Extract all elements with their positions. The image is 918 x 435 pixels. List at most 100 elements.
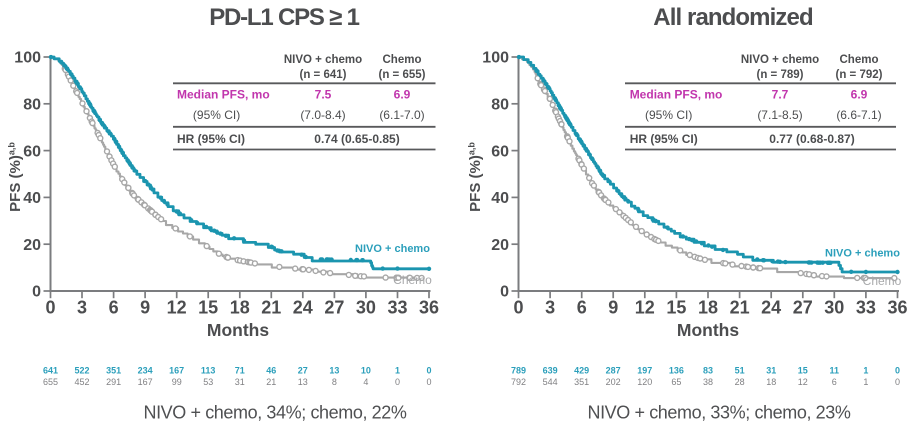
svg-text:PFS (%)a,b: PFS (%)a,b xyxy=(7,142,25,212)
svg-text:40: 40 xyxy=(491,190,509,207)
svg-text:7.7: 7.7 xyxy=(772,88,789,102)
svg-text:27: 27 xyxy=(298,366,308,376)
svg-text:0: 0 xyxy=(395,377,400,387)
svg-text:Chemo: Chemo xyxy=(383,54,422,66)
svg-text:21: 21 xyxy=(266,377,276,387)
svg-text:24: 24 xyxy=(761,298,781,318)
svg-text:51: 51 xyxy=(735,366,745,376)
svg-text:6: 6 xyxy=(577,298,587,318)
svg-text:NIVO + chemo, 33%; chemo, 23%: NIVO + chemo, 33%; chemo, 23% xyxy=(587,403,850,423)
svg-text:(6.1-7.0): (6.1-7.0) xyxy=(379,108,424,122)
svg-text:6: 6 xyxy=(109,298,119,318)
svg-text:522: 522 xyxy=(74,366,89,376)
svg-text:Chemo: Chemo xyxy=(393,273,432,287)
svg-text:21: 21 xyxy=(730,298,750,318)
svg-text:(95% CI): (95% CI) xyxy=(193,108,240,122)
svg-text:0: 0 xyxy=(895,377,900,387)
svg-text:80: 80 xyxy=(491,97,509,114)
svg-text:15: 15 xyxy=(198,298,218,318)
svg-text:1: 1 xyxy=(395,366,400,376)
svg-text:PFS (%)a,b: PFS (%)a,b xyxy=(467,142,485,212)
svg-text:(n = 789): (n = 789) xyxy=(757,69,804,81)
svg-text:0: 0 xyxy=(426,377,431,387)
svg-text:20: 20 xyxy=(23,237,41,254)
svg-text:NIVO + chemo: NIVO + chemo xyxy=(284,54,362,66)
svg-text:6: 6 xyxy=(832,377,837,387)
svg-text:6.9: 6.9 xyxy=(851,88,868,102)
svg-text:0: 0 xyxy=(426,366,431,376)
svg-text:9: 9 xyxy=(608,298,618,318)
svg-text:0: 0 xyxy=(513,298,523,318)
svg-text:639: 639 xyxy=(543,366,558,376)
svg-text:197: 197 xyxy=(637,366,652,376)
svg-text:Median PFS, mo: Median PFS, mo xyxy=(177,88,270,102)
svg-text:33: 33 xyxy=(387,298,407,318)
svg-text:351: 351 xyxy=(106,366,121,376)
svg-text:18: 18 xyxy=(766,377,776,387)
svg-text:7.5: 7.5 xyxy=(315,88,332,102)
svg-text:789: 789 xyxy=(511,366,526,376)
svg-text:351: 351 xyxy=(574,377,589,387)
svg-text:(n = 655): (n = 655) xyxy=(379,69,426,81)
svg-text:452: 452 xyxy=(74,377,89,387)
svg-text:HR (95% CI): HR (95% CI) xyxy=(630,132,698,146)
svg-text:202: 202 xyxy=(606,377,621,387)
svg-text:24: 24 xyxy=(293,298,313,318)
svg-text:33: 33 xyxy=(856,298,876,318)
svg-text:71: 71 xyxy=(235,366,245,376)
svg-text:3: 3 xyxy=(545,298,555,318)
svg-text:NIVO + chemo: NIVO + chemo xyxy=(741,54,819,66)
svg-text:655: 655 xyxy=(43,377,58,387)
svg-text:All randomized: All randomized xyxy=(653,4,813,31)
svg-text:46: 46 xyxy=(266,366,276,376)
svg-text:167: 167 xyxy=(138,377,153,387)
svg-text:Median PFS, mo: Median PFS, mo xyxy=(630,88,723,102)
svg-text:544: 544 xyxy=(543,377,558,387)
svg-text:Months: Months xyxy=(207,320,269,340)
svg-text:100: 100 xyxy=(14,50,41,67)
svg-text:(7.1-8.5): (7.1-8.5) xyxy=(757,108,802,122)
svg-text:NIVO + chemo: NIVO + chemo xyxy=(825,248,900,260)
svg-text:3: 3 xyxy=(77,298,87,318)
svg-text:1: 1 xyxy=(863,366,868,376)
svg-text:31: 31 xyxy=(766,366,776,376)
svg-text:38: 38 xyxy=(703,377,713,387)
svg-text:15: 15 xyxy=(666,298,686,318)
svg-text:167: 167 xyxy=(169,366,184,376)
svg-text:0: 0 xyxy=(45,298,55,318)
svg-text:(7.0-8.4): (7.0-8.4) xyxy=(300,108,345,122)
svg-text:65: 65 xyxy=(671,377,681,387)
svg-text:1: 1 xyxy=(863,377,868,387)
svg-text:0: 0 xyxy=(500,284,509,301)
svg-text:12: 12 xyxy=(167,298,187,318)
svg-text:30: 30 xyxy=(824,298,844,318)
svg-text:11: 11 xyxy=(830,366,840,376)
svg-text:287: 287 xyxy=(606,366,621,376)
svg-text:NIVO + chemo, 34%; chemo, 22%: NIVO + chemo, 34%; chemo, 22% xyxy=(143,403,406,423)
svg-text:(n = 792): (n = 792) xyxy=(836,69,883,81)
svg-text:83: 83 xyxy=(703,366,713,376)
svg-text:10: 10 xyxy=(361,366,371,376)
svg-text:Chemo: Chemo xyxy=(863,274,902,288)
svg-text:234: 234 xyxy=(138,366,153,376)
svg-text:PD-L1 CPS ≥ 1: PD-L1 CPS ≥ 1 xyxy=(209,4,359,31)
svg-text:18: 18 xyxy=(230,298,250,318)
svg-text:Months: Months xyxy=(677,320,739,340)
svg-text:429: 429 xyxy=(574,366,589,376)
svg-text:60: 60 xyxy=(491,143,509,160)
svg-text:9: 9 xyxy=(140,298,150,318)
svg-text:792: 792 xyxy=(511,377,526,387)
svg-text:15: 15 xyxy=(798,366,808,376)
svg-text:0.74 (0.65-0.85): 0.74 (0.65-0.85) xyxy=(314,132,399,146)
svg-text:113: 113 xyxy=(201,366,216,376)
svg-text:27: 27 xyxy=(324,298,344,318)
svg-text:(95% CI): (95% CI) xyxy=(645,108,692,122)
svg-text:0: 0 xyxy=(32,284,41,301)
svg-text:53: 53 xyxy=(203,377,213,387)
svg-text:36: 36 xyxy=(419,298,439,318)
svg-text:641: 641 xyxy=(43,366,58,376)
svg-text:31: 31 xyxy=(235,377,245,387)
svg-text:12: 12 xyxy=(635,298,655,318)
svg-text:99: 99 xyxy=(172,377,182,387)
svg-text:Chemo: Chemo xyxy=(840,54,879,66)
